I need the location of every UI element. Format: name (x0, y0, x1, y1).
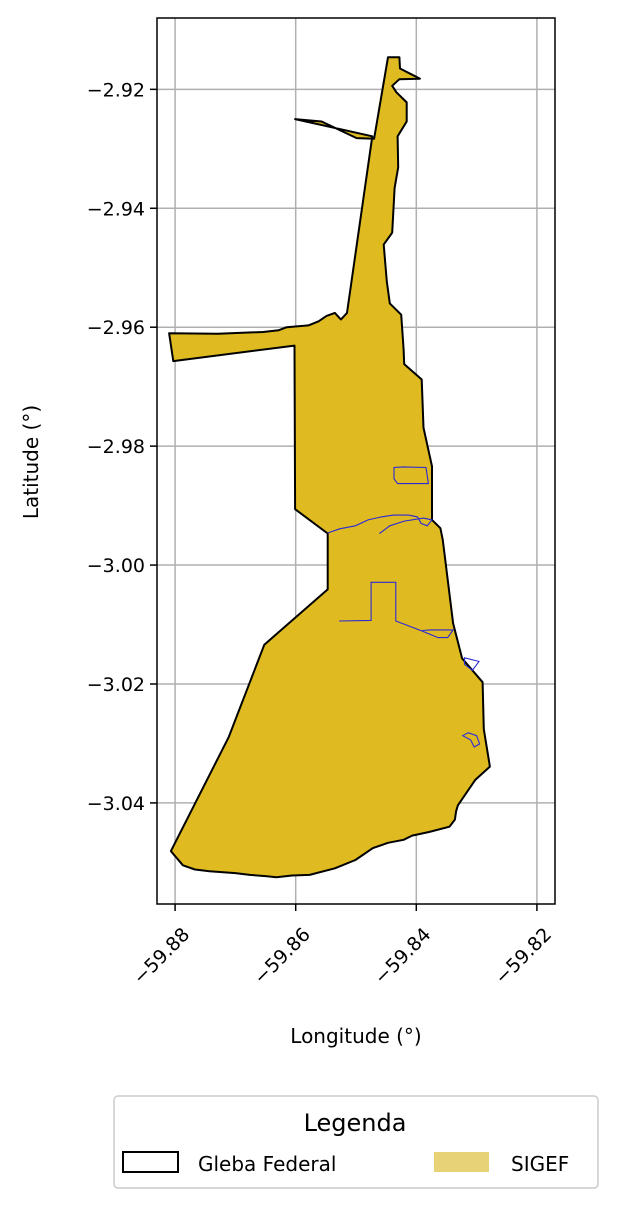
x-tick-label: −59.88 (129, 924, 194, 989)
y-tick-label: −3.04 (87, 793, 145, 815)
y-tick-label: −2.96 (87, 317, 145, 339)
y-axis-title: Latitude (°) (19, 405, 43, 519)
legend-label-gleba-federal: Gleba Federal (198, 1152, 336, 1176)
plot-frame (156, 17, 556, 905)
legend-swatch-sigef (434, 1152, 489, 1172)
map-layers (168, 56, 491, 879)
x-tick-label: −59.84 (370, 924, 435, 989)
legend: Legenda Gleba Federal SIGEF (113, 1095, 599, 1189)
x-tick-label: −59.86 (250, 924, 315, 989)
sigef-parcel-boundary (393, 466, 430, 485)
y-tick-label: −2.98 (87, 436, 145, 458)
plot-area (156, 17, 556, 905)
y-axis-ticks: −2.92 −2.94 −2.96 −2.98 −3.00 −3.02 −3.04 (87, 79, 157, 815)
x-axis-title: Longitude (°) (290, 1024, 421, 1048)
sigef-parcel-boundary (327, 514, 433, 534)
legend-label-sigef: SIGEF (511, 1152, 569, 1176)
legend-swatch-gleba-federal (122, 1151, 179, 1173)
y-tick-label: −2.92 (87, 79, 145, 101)
y-tick-label: −3.02 (87, 674, 145, 696)
x-axis-ticks: −59.88 −59.86 −59.84 −59.82 (129, 904, 556, 989)
y-tick-label: −2.94 (87, 198, 145, 220)
sigef-parcel-boundary (461, 732, 481, 748)
x-tick-label: −59.82 (491, 924, 556, 989)
sigef-parcel-boundary (463, 657, 480, 672)
y-tick-label: −3.00 (87, 555, 145, 577)
gleba-federal-polygon (168, 56, 491, 879)
legend-title: Legenda (304, 1109, 407, 1137)
sigef-parcel-boundary (339, 581, 455, 639)
